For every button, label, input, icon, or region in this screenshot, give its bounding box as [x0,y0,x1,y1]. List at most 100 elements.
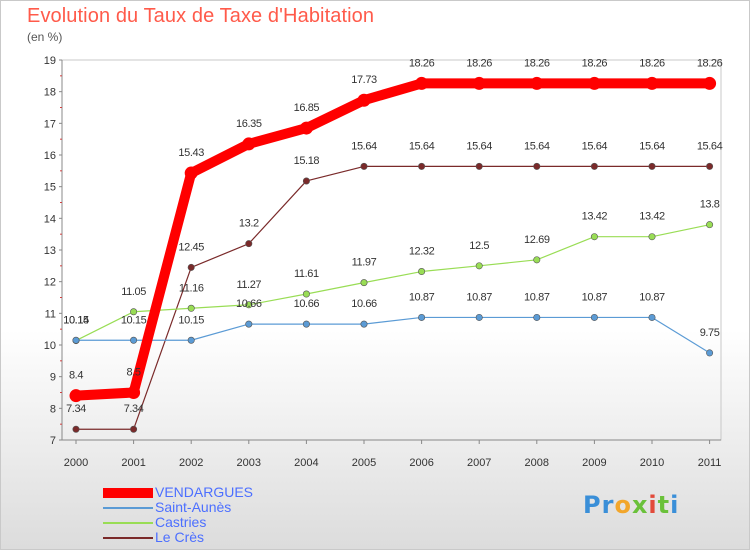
data-label: 18.26 [466,57,492,69]
data-point [587,76,601,90]
data-point [69,389,83,403]
data-label: 10.66 [236,298,262,310]
data-point [415,76,429,90]
legend-swatch-le-cres [103,536,153,539]
data-point [590,162,598,170]
data-label: 15.64 [697,140,723,152]
data-label: 10.87 [409,291,435,303]
series-line-castries [75,224,711,342]
logo-letter: i [648,491,658,519]
legend-swatch-vendargues [103,487,153,498]
data-label: 18.26 [697,57,723,69]
data-label: 7.34 [124,403,144,415]
data-point [648,313,656,321]
data-label: 10.14 [63,315,89,327]
data-label: 13.8 [700,199,720,211]
data-point [245,320,253,328]
data-label: 15.64 [466,140,492,152]
data-point [299,121,313,135]
data-point [703,76,717,90]
data-point [127,386,141,399]
data-label: 15.64 [351,140,377,152]
data-label: 13.42 [639,211,665,223]
x-tick-label: 2006 [409,457,433,469]
data-point [72,425,80,433]
data-point [302,177,310,185]
x-tick-label: 2000 [64,457,88,469]
logo-letter: i [670,491,680,519]
data-label: 11.61 [294,268,319,280]
series-line-le-cr-s [75,165,711,430]
data-label: 7.34 [66,403,86,415]
data-point [706,162,714,170]
data-point [533,313,541,321]
data-label: 15.64 [582,140,608,152]
data-label: 12.69 [524,234,550,246]
x-tick-label: 2002 [179,457,203,469]
data-label: 16.35 [236,118,262,130]
data-label: 8.4 [69,370,83,382]
data-point [184,166,198,180]
proxiti-logo: Proxiti [583,491,679,519]
data-point [72,336,80,344]
x-tick-label: 2001 [121,457,145,469]
y-tick-label: 8 [50,403,56,415]
x-tick-label: 2007 [467,457,491,469]
data-label: 18.26 [524,57,550,69]
data-point [475,313,483,321]
data-label: 15.18 [294,155,320,167]
data-label: 10.66 [294,298,320,310]
data-label: 17.73 [351,74,377,86]
data-point [187,304,195,312]
y-tick-label: 16 [44,150,56,162]
data-point [245,301,253,309]
x-tick-label: 2009 [582,457,606,469]
data-label: 8.5 [127,367,141,379]
legend-label-saint-aunes: Saint-Aunès [155,499,232,515]
data-label: 12.45 [178,241,204,253]
data-point [530,76,544,90]
x-tick-label: 2004 [294,457,318,469]
data-label: 15.43 [178,147,204,159]
data-label: 11.27 [236,279,261,291]
y-tick-label: 7 [50,435,56,447]
logo-letter: o [614,491,632,519]
data-point [187,336,195,344]
y-tick-label: 19 [44,55,56,67]
data-label: 11.05 [121,286,146,298]
data-label: 10.66 [351,298,377,310]
y-tick-label: 10 [44,340,56,352]
x-tick-label: 2011 [698,457,722,469]
data-point [302,320,310,328]
data-point [590,313,598,321]
y-tick-label: 14 [44,213,56,225]
y-tick-label: 11 [45,308,56,320]
y-tick-label: 15 [44,182,56,194]
data-label: 11.97 [352,257,377,269]
series-line-vendargues [71,78,715,401]
data-point [360,320,368,328]
data-label: 10.87 [639,291,665,303]
y-tick-label: 18 [44,87,56,99]
x-tick-label: 2008 [525,457,549,469]
data-point [302,290,310,298]
data-point [130,308,138,316]
data-label: 10.87 [466,291,492,303]
x-tick-label: 2003 [237,457,261,469]
data-point [706,221,714,229]
data-point [130,425,138,433]
data-point [360,279,368,287]
data-label: 13.42 [582,211,608,223]
legend-label-vendargues: VENDARGUES [155,484,254,500]
data-label: 15.64 [409,140,435,152]
data-point [242,137,256,151]
data-point [418,268,426,276]
data-label: 10.15 [63,314,89,326]
data-label: 10.15 [178,314,204,326]
data-point [590,233,598,241]
data-point [645,76,659,90]
logo-letter: P [583,491,602,519]
data-point [533,256,541,264]
